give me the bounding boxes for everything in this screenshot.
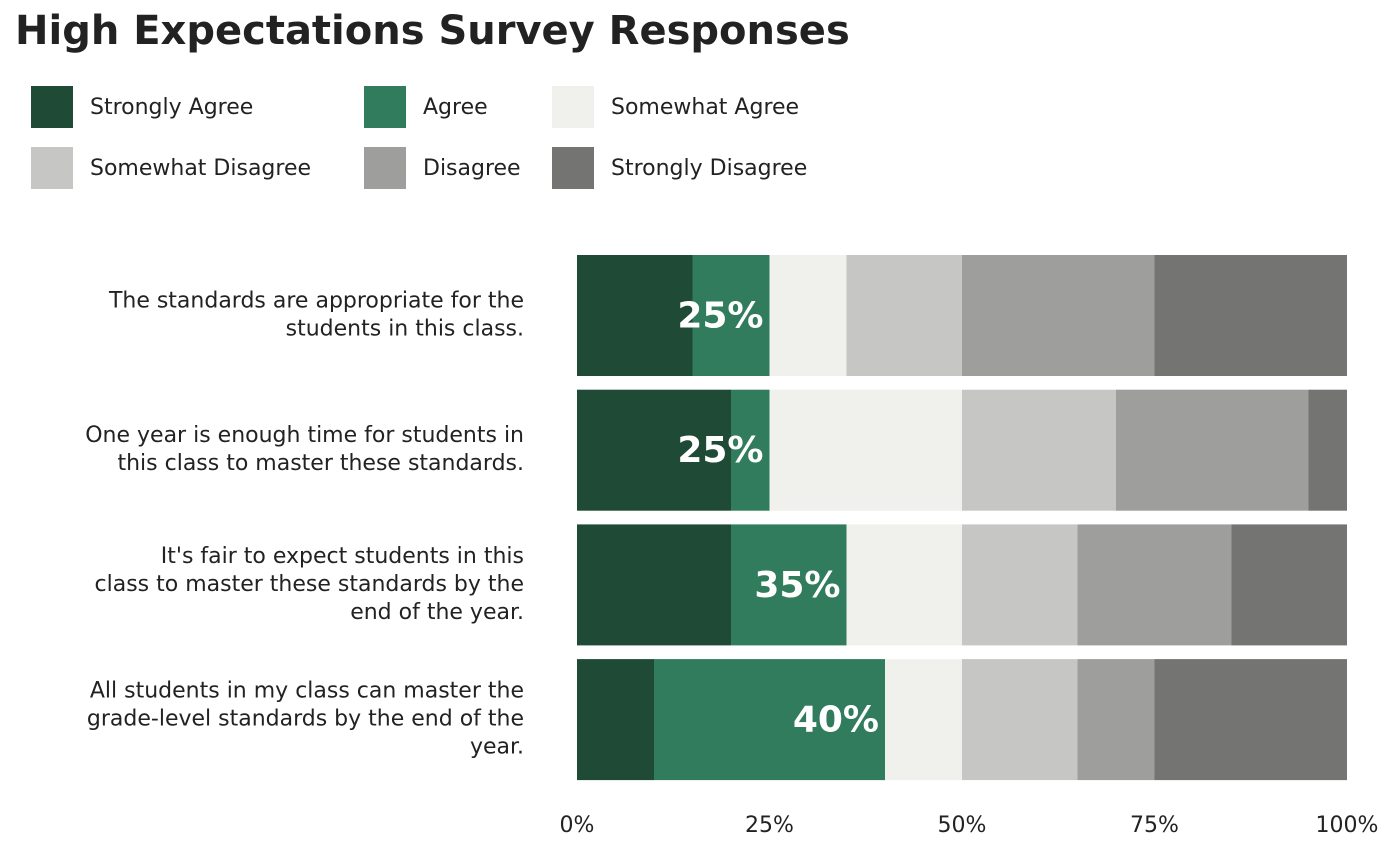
bar-segment xyxy=(846,524,962,646)
category-label: All students in my class can master the xyxy=(90,679,524,704)
bar-segment xyxy=(1154,255,1347,376)
bar-segment xyxy=(962,524,1078,646)
legend-swatch xyxy=(364,147,406,189)
value-label: 35% xyxy=(754,565,840,606)
category-label: One year is enough time for students in xyxy=(85,423,524,448)
legend-label: Strongly Agree xyxy=(90,95,253,120)
legend-swatch xyxy=(31,147,73,189)
bar-segment xyxy=(1231,524,1347,646)
bar-segment xyxy=(731,524,847,646)
legend-swatch xyxy=(31,86,73,128)
x-tick-label: 0% xyxy=(560,813,595,838)
legend-label: Disagree xyxy=(423,156,521,181)
legend-swatch xyxy=(364,86,406,128)
bar-segment xyxy=(1077,524,1232,646)
legend-label: Somewhat Agree xyxy=(611,95,799,120)
bar-segment xyxy=(1077,659,1155,781)
value-label: 40% xyxy=(793,700,879,741)
bar-segment xyxy=(654,659,885,781)
value-label: 25% xyxy=(677,296,763,337)
bar-segment xyxy=(1308,389,1347,511)
x-tick-label: 75% xyxy=(1130,813,1179,838)
bar-segment xyxy=(731,389,770,511)
category-label: The standards are appropriate for the xyxy=(108,289,524,314)
bar-segment xyxy=(962,389,1116,511)
category-label: end of the year. xyxy=(350,600,524,625)
category-label: grade-level standards by the end of the xyxy=(87,707,524,732)
bar-segment xyxy=(577,659,654,781)
category-label: this class to master these standards. xyxy=(117,451,524,476)
category-label: class to master these standards by the xyxy=(95,572,524,597)
bar-segment xyxy=(769,255,847,376)
category-label: It's fair to expect students in this xyxy=(161,544,524,569)
legend-label: Strongly Disagree xyxy=(611,156,807,181)
bar-segment xyxy=(846,255,962,376)
legend-swatch xyxy=(552,147,594,189)
category-label: year. xyxy=(470,735,524,760)
bar-segment xyxy=(962,255,1155,376)
bar-segment xyxy=(962,659,1078,781)
bar-segment xyxy=(769,389,962,511)
bar-segment xyxy=(1116,389,1309,511)
x-tick-label: 100% xyxy=(1316,813,1379,838)
x-tick-label: 25% xyxy=(745,813,794,838)
bar-segment xyxy=(885,659,962,781)
bar-segment xyxy=(577,389,731,511)
chart-title: High Expectations Survey Responses xyxy=(15,8,850,54)
value-label: 25% xyxy=(677,430,763,471)
x-tick-label: 50% xyxy=(938,813,987,838)
bar-segment xyxy=(577,524,731,646)
bar-segment xyxy=(577,255,693,376)
legend-label: Somewhat Disagree xyxy=(90,156,311,181)
bar-segment xyxy=(1154,659,1347,781)
bar-segment xyxy=(692,255,770,376)
category-label: students in this class. xyxy=(286,317,524,342)
legend-label: Agree xyxy=(423,95,488,120)
legend-swatch xyxy=(552,86,594,128)
